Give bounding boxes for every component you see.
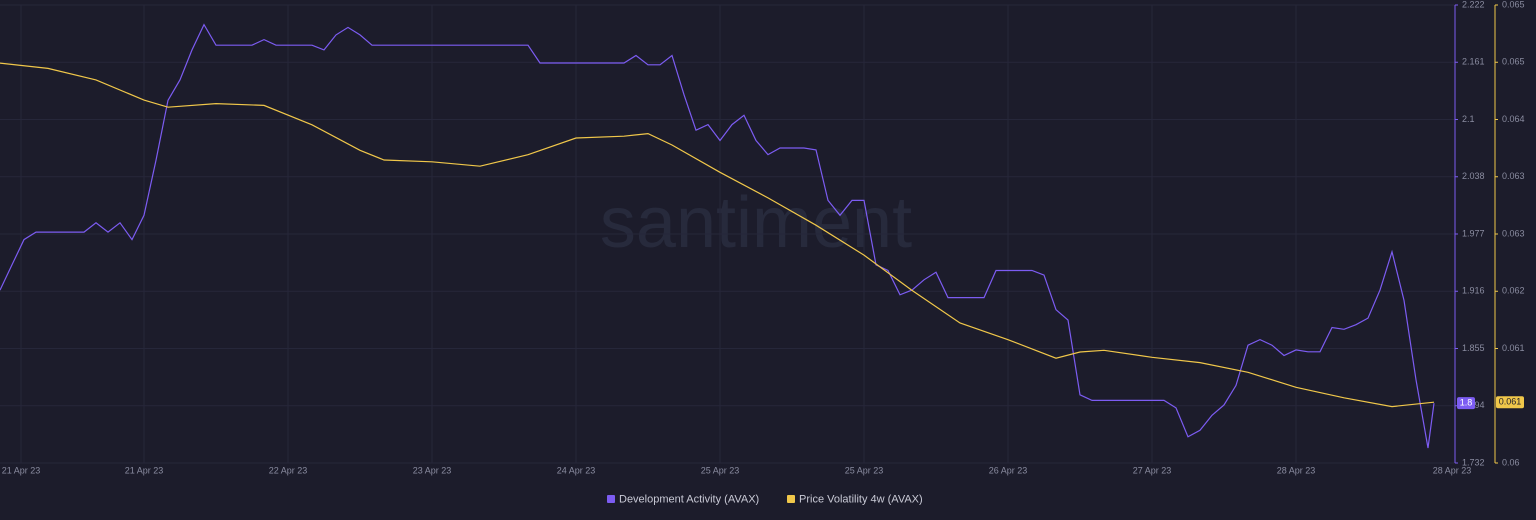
y2-tick-label: 0.063 xyxy=(1502,171,1525,181)
y2-tick-label: 0.061 xyxy=(1502,343,1525,353)
current-value-badge xyxy=(1457,397,1475,410)
current-value-label: 0.061 xyxy=(1499,397,1522,407)
current-value-badge xyxy=(1496,396,1524,409)
legend-swatch xyxy=(787,495,795,503)
x-tick-label: 25 Apr 23 xyxy=(845,465,884,475)
x-tick-label: 27 Apr 23 xyxy=(1133,465,1172,475)
y-tick-label: 1.977 xyxy=(1462,228,1485,238)
x-tick-label: 23 Apr 23 xyxy=(413,465,452,475)
y-tick-label: 2.038 xyxy=(1462,171,1485,181)
y-tick-label: 2.222 xyxy=(1462,0,1485,9)
legend-label: Price Volatility 4w (AVAX) xyxy=(799,493,923,505)
y-tick-label: 1.732 xyxy=(1462,457,1485,467)
x-tick-label: 28 Apr 23 xyxy=(1277,465,1316,475)
y2-tick-label: 0.065 xyxy=(1502,0,1525,9)
y-tick-label: 1.855 xyxy=(1462,343,1485,353)
legend-label: Development Activity (AVAX) xyxy=(619,493,759,505)
legend-swatch xyxy=(607,495,615,503)
y-tick-label: 2.1 xyxy=(1462,114,1475,124)
x-tick-label: 21 Apr 23 xyxy=(125,465,164,475)
x-tick-label: 28 Apr 23 xyxy=(1433,465,1472,475)
y-tick-label: 1.916 xyxy=(1462,286,1485,296)
series-line xyxy=(0,62,1435,408)
x-tick-label: 25 Apr 23 xyxy=(701,465,740,475)
watermark: santiment xyxy=(600,183,912,263)
current-value-label: 1.8 xyxy=(1460,398,1473,408)
x-tick-label: 22 Apr 23 xyxy=(269,465,308,475)
y2-tick-label: 0.06 xyxy=(1502,457,1520,467)
y2-tick-label: 0.062 xyxy=(1502,286,1525,296)
x-tick-label: 24 Apr 23 xyxy=(557,465,596,475)
x-tick-label: 26 Apr 23 xyxy=(989,465,1028,475)
y-tick-label: 2.161 xyxy=(1462,57,1485,67)
x-tick-label: 21 Apr 23 xyxy=(2,465,41,475)
series-line xyxy=(0,23,1435,449)
y2-tick-label: 0.064 xyxy=(1502,114,1525,124)
y2-tick-label: 0.065 xyxy=(1502,57,1525,67)
y2-tick-label: 0.063 xyxy=(1502,228,1525,238)
